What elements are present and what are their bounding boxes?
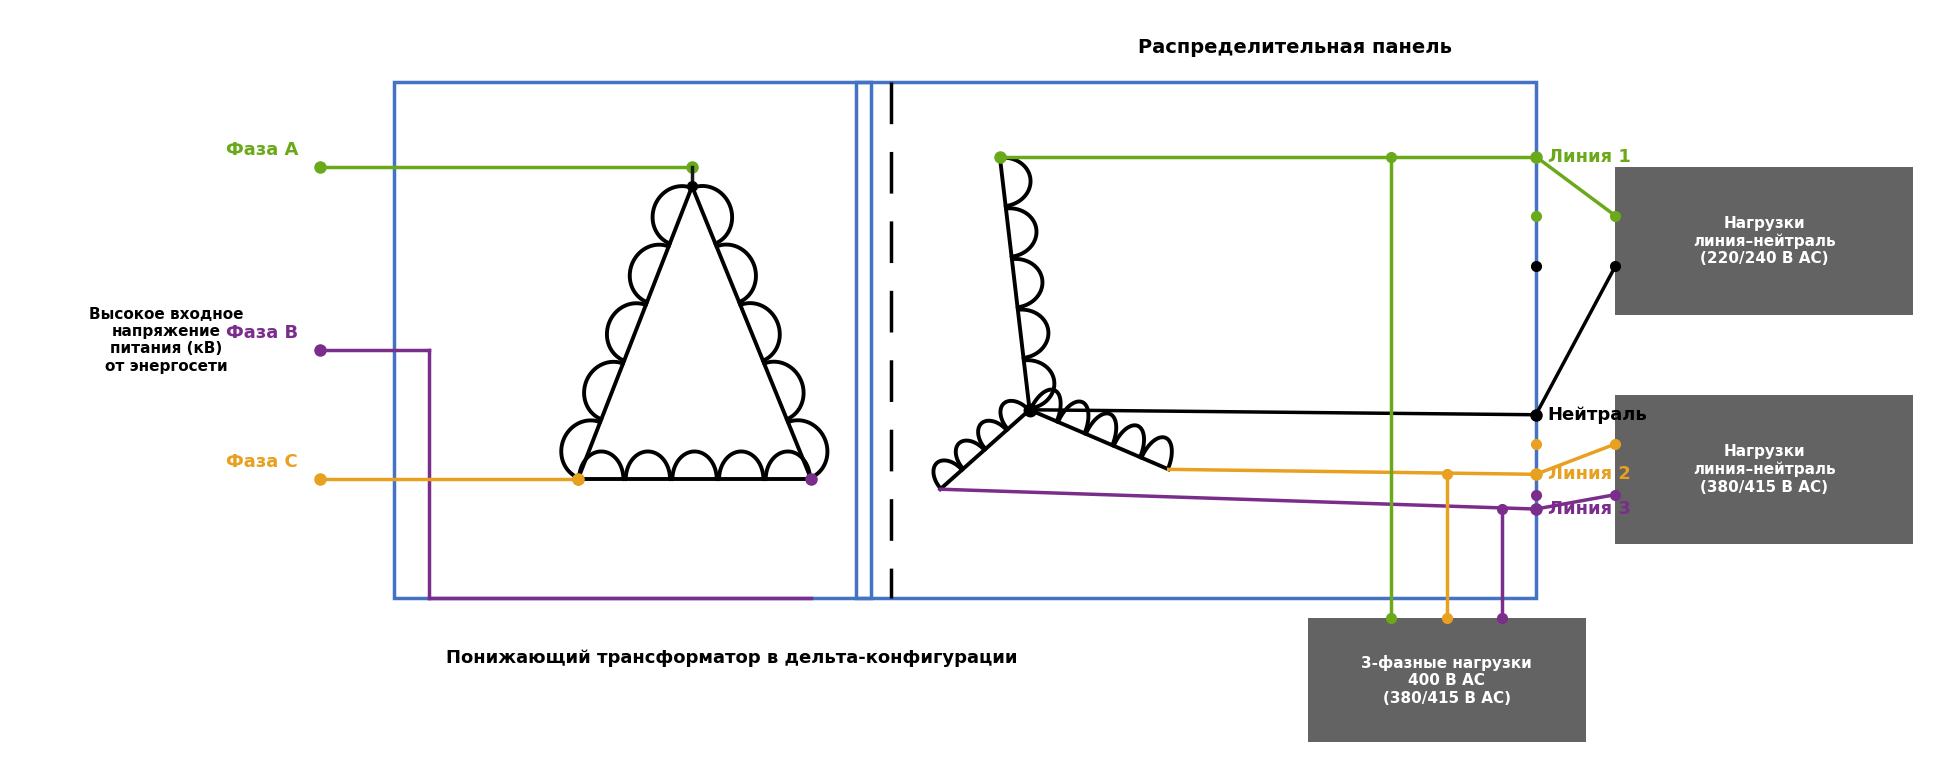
FancyBboxPatch shape <box>1307 618 1584 743</box>
Text: Понижающий трансформатор в дельта-конфигурации: Понижающий трансформатор в дельта-конфиг… <box>446 649 1017 667</box>
Text: Фаза C: Фаза C <box>226 453 298 471</box>
Text: Нагрузки
линия–нейтраль
(220/240 В АС): Нагрузки линия–нейтраль (220/240 В АС) <box>1693 216 1835 266</box>
Text: 3-фазные нагрузки
400 В АС
(380/415 В АС): 3-фазные нагрузки 400 В АС (380/415 В АС… <box>1360 655 1531 706</box>
Text: Линия 1: Линия 1 <box>1547 147 1630 166</box>
FancyBboxPatch shape <box>1615 166 1913 315</box>
Text: Распределительная панель: Распределительная панель <box>1138 38 1451 57</box>
Text: Линия 2: Линия 2 <box>1547 465 1630 483</box>
Text: Высокое входное
напряжение
питания (кВ)
от энергосети: Высокое входное напряжение питания (кВ) … <box>90 307 244 374</box>
Text: Фаза B: Фаза B <box>226 325 298 342</box>
FancyBboxPatch shape <box>1615 395 1913 544</box>
Text: Фаза A: Фаза A <box>226 141 298 159</box>
Text: Линия 3: Линия 3 <box>1547 500 1630 518</box>
Text: Нагрузки
линия–нейтраль
(380/415 В АС): Нагрузки линия–нейтраль (380/415 В АС) <box>1693 444 1835 495</box>
Text: Нейтраль: Нейтраль <box>1547 406 1646 424</box>
